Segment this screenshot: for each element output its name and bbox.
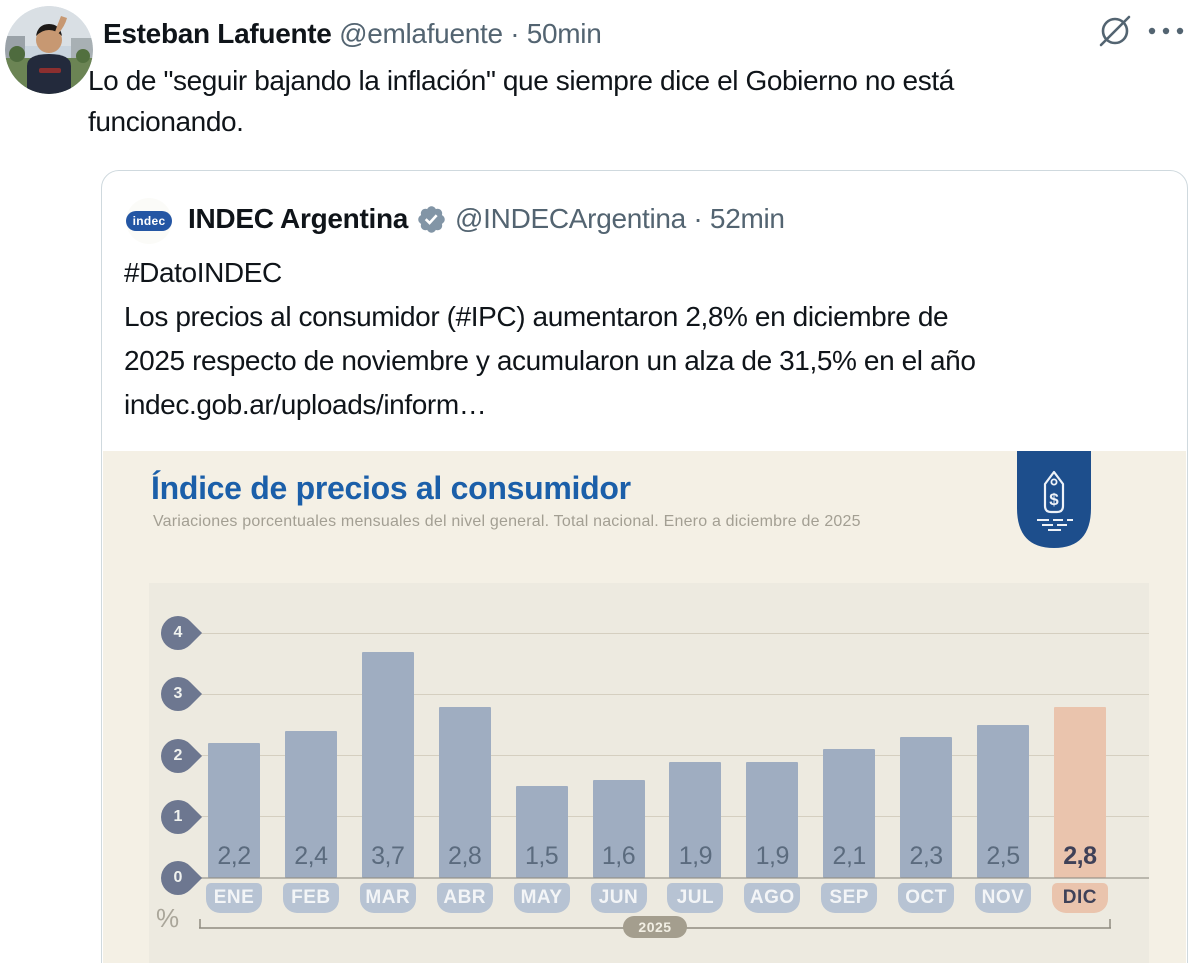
bar-NOV — [977, 725, 1029, 878]
bar-value-DIC: 2,8 — [1063, 842, 1097, 870]
bar-value-JUN: 1,6 — [601, 842, 636, 870]
chart-plot-layer: 0 1 2 3 4 2,2 ENE 2,4 FEB 3,7 MAR 2,8 ABR 1,5 MAY 1,6 JU… — [103, 451, 1186, 963]
indec-logo: indec — [125, 211, 173, 231]
y-tick-marker-3: 3 — [153, 670, 203, 719]
tweet-text: Lo de "seguir bajando la inflación" que … — [88, 65, 954, 137]
month-pill-AGO: AGO — [744, 883, 801, 913]
svg-text:$: $ — [1049, 490, 1059, 509]
quote-text: #DatoINDEC Los precios al consumidor (#I… — [124, 257, 976, 420]
bar-value-AGO: 1,9 — [755, 842, 790, 870]
y-tick-marker-1: 1 — [153, 792, 203, 841]
verified-badge-icon — [416, 204, 447, 235]
chart-image[interactable]: Índice de precios al consumidor Variacio… — [103, 451, 1186, 963]
period-label: 2025 — [623, 916, 687, 938]
quote-author-meta: @INDECArgentina · 52min — [455, 203, 785, 234]
x-axis-tick-left — [199, 919, 201, 928]
month-pill-JUL: JUL — [667, 883, 724, 913]
avatar[interactable] — [5, 6, 93, 94]
y-tick-marker-2: 2 — [153, 731, 203, 780]
month-pill-SEP: SEP — [821, 883, 878, 913]
bar-value-NOV: 2,5 — [986, 842, 1020, 870]
author-meta[interactable]: @emlafuente · 50min — [339, 18, 602, 49]
chart-title: Índice de precios al consumidor — [151, 470, 631, 506]
more-button[interactable] — [1144, 20, 1190, 42]
baseline — [195, 877, 1149, 879]
month-pill-ABR: ABR — [436, 883, 493, 913]
bar-OCT — [900, 737, 953, 878]
x-axis-tick-right — [1109, 919, 1111, 928]
bar-MAR — [361, 651, 414, 878]
quote-avatar: indec — [125, 198, 173, 244]
y-tick-marker-4: 4 — [153, 609, 203, 658]
gridline-4 — [195, 632, 1149, 634]
grok-icon — [1099, 15, 1131, 47]
price-tag-badge-icon: $ — [1017, 451, 1091, 553]
month-pill-JUN: JUN — [590, 883, 647, 913]
bar-value-FEB: 2,4 — [294, 842, 328, 870]
month-pill-OCT: OCT — [898, 883, 955, 913]
tweet-header: Esteban Lafuente @emlafuente · 50min — [103, 16, 602, 52]
gridline-2 — [195, 755, 1149, 757]
bar-value-OCT: 2,3 — [909, 842, 943, 870]
bar-ABR — [438, 706, 491, 878]
bar-value-MAY: 1,5 — [524, 842, 559, 870]
quote-author-name: INDEC Argentina — [188, 203, 409, 234]
quoted-tweet-card[interactable]: indec INDEC Argentina @INDECArgentina · … — [101, 170, 1188, 963]
month-pill-DIC: DIC — [1051, 883, 1108, 913]
month-pill-ENE: ENE — [206, 883, 262, 913]
bar-value-JUL: 1,9 — [678, 842, 713, 870]
bar-value-SEP: 2,1 — [832, 842, 867, 870]
bar-MAY — [515, 786, 568, 878]
grok-button[interactable] — [1094, 10, 1136, 52]
quote-header: INDEC Argentina @INDECArgentina · 52min — [188, 201, 785, 237]
avatar-photo — [5, 6, 93, 94]
bar-JUL — [669, 761, 722, 878]
bar-value-MAR: 3,7 — [371, 842, 405, 870]
bar-AGO — [746, 761, 799, 878]
ellipsis-icon — [1148, 27, 1184, 35]
bar-ENE — [208, 743, 260, 878]
bar-FEB — [284, 731, 337, 878]
gridline-3 — [195, 693, 1149, 695]
bar-SEP — [823, 749, 876, 878]
bar-value-ABR: 2,8 — [448, 842, 482, 870]
month-pill-MAY: MAY — [513, 883, 570, 913]
y-tick-marker-0: 0 — [153, 853, 203, 903]
y-axis-unit-label: % — [156, 903, 180, 933]
month-pill-MAR: MAR — [359, 883, 416, 913]
bar-JUN — [592, 780, 645, 878]
bar-value-ENE: 2,2 — [217, 842, 251, 870]
month-pill-FEB: FEB — [282, 883, 339, 913]
chart-subtitle: Variaciones porcentuales mensuales del n… — [153, 513, 861, 530]
month-pill-NOV: NOV — [975, 883, 1031, 913]
author-name[interactable]: Esteban Lafuente — [103, 18, 332, 49]
bar-DIC — [1053, 706, 1106, 878]
